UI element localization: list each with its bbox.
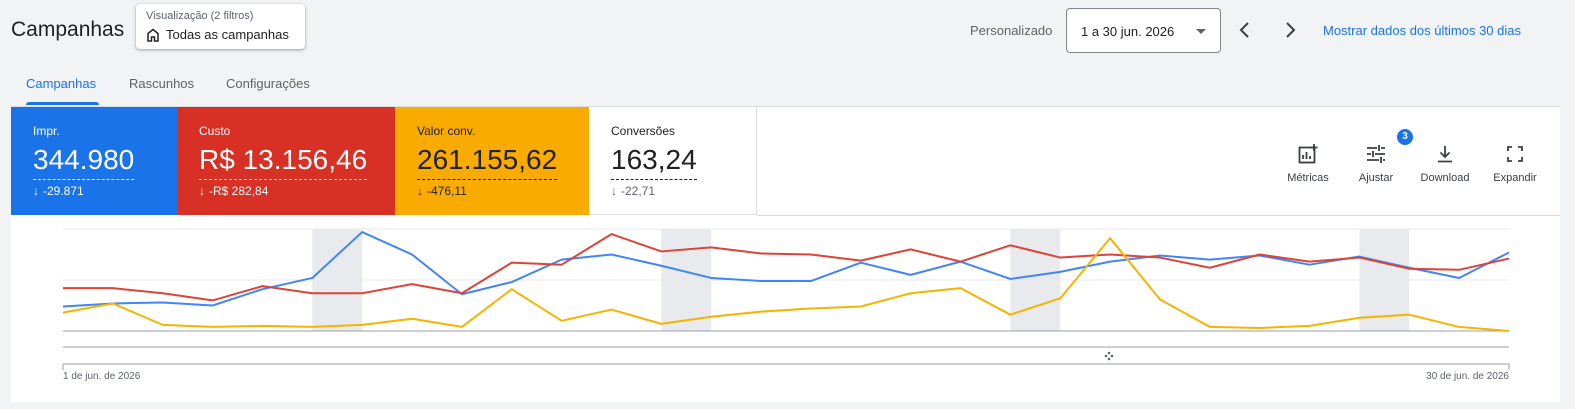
date-range-value: 1 a 30 jun. 2026 bbox=[1081, 24, 1175, 39]
adjust-button[interactable]: 3 Ajustar bbox=[1346, 129, 1413, 184]
metrics-button[interactable]: Métricas bbox=[1278, 142, 1338, 184]
metric-label: Impr. bbox=[33, 124, 60, 138]
expand-button[interactable]: Expandir bbox=[1485, 142, 1545, 184]
next-period-button[interactable] bbox=[1278, 18, 1302, 42]
tab-campanhas[interactable]: Campanhas bbox=[26, 76, 97, 91]
metric-delta: -29.871 bbox=[43, 184, 84, 198]
tab-configuracoes[interactable]: Configurações bbox=[226, 76, 310, 91]
view-filter-chip[interactable]: Visualização (2 filtros) Todas as campan… bbox=[136, 4, 305, 49]
filter-caption: Visualização (2 filtros) bbox=[146, 10, 254, 22]
x-axis-end-label: 30 de jun. de 2026 bbox=[1426, 371, 1509, 382]
metric-value: 344.980 bbox=[33, 142, 135, 180]
conv-value-series-line bbox=[62, 237, 1510, 332]
metric-value: 163,24 bbox=[611, 142, 697, 180]
metric-value: R$ 13.156,46 bbox=[199, 142, 368, 180]
filter-value: Todas as campanhas bbox=[166, 27, 289, 42]
date-range-select[interactable]: 1 a 30 jun. 2026 bbox=[1066, 8, 1221, 53]
arrow-down-icon: ↓ bbox=[611, 184, 617, 198]
metric-delta: -22,71 bbox=[621, 184, 656, 198]
expand-button-label: Expandir bbox=[1493, 172, 1537, 184]
performance-chart: 1 de jun. de 2026 30 de jun. de 2026 bbox=[62, 228, 1510, 382]
metric-card-conversions[interactable]: Conversões 163,24 ↓ -22,71 bbox=[589, 107, 757, 215]
download-icon bbox=[1438, 146, 1452, 163]
arrow-down-icon: ↓ bbox=[199, 184, 205, 198]
chevron-right-icon bbox=[1286, 22, 1296, 38]
top-bar: Campanhas Visualização (2 filtros) Todas… bbox=[0, 0, 1560, 62]
drag-handle-icon[interactable] bbox=[1104, 351, 1114, 361]
page-title: Campanhas bbox=[11, 18, 125, 41]
building-icon bbox=[147, 28, 159, 42]
divider bbox=[757, 215, 1560, 216]
show-last-30-days-link[interactable]: Mostrar dados dos últimos 30 dias bbox=[1323, 23, 1521, 38]
metrics-button-label: Métricas bbox=[1287, 172, 1329, 184]
x-axis-start-label: 1 de jun. de 2026 bbox=[63, 371, 141, 382]
chevron-left-icon bbox=[1239, 22, 1249, 38]
tune-icon bbox=[1367, 145, 1385, 163]
tab-bar: Campanhas Rascunhos Configurações bbox=[0, 62, 1560, 106]
add-chart-icon bbox=[1298, 144, 1318, 164]
cost-series-line bbox=[63, 233, 1510, 302]
metric-value: 261.155,62 bbox=[417, 142, 558, 180]
metric-label: Valor conv. bbox=[417, 124, 476, 138]
download-button-label: Download bbox=[1420, 172, 1470, 184]
metric-label: Custo bbox=[199, 124, 231, 138]
active-tab-indicator bbox=[26, 102, 99, 105]
arrow-down-icon: ↓ bbox=[33, 184, 39, 198]
dropdown-caret-icon bbox=[1196, 29, 1206, 34]
custom-range-label: Personalizado bbox=[970, 23, 1053, 38]
metric-card-cost[interactable]: Custo R$ 13.156,46 ↓ -R$ 282,84 bbox=[177, 107, 395, 215]
metric-label: Conversões bbox=[611, 124, 676, 138]
adjust-count-badge: 3 bbox=[1397, 129, 1413, 145]
fullscreen-icon bbox=[1507, 146, 1523, 162]
metric-delta: -476,11 bbox=[427, 184, 467, 198]
download-button[interactable]: Download bbox=[1415, 142, 1475, 184]
arrow-down-icon: ↓ bbox=[417, 184, 423, 198]
previous-period-button[interactable] bbox=[1233, 18, 1257, 42]
impressions-series-line bbox=[62, 231, 1510, 308]
metric-card-impressions[interactable]: Impr. 344.980 ↓ -29.871 bbox=[11, 107, 177, 215]
adjust-button-label: Ajustar bbox=[1358, 172, 1394, 184]
tab-rascunhos[interactable]: Rascunhos bbox=[129, 76, 195, 91]
metric-card-conv-value[interactable]: Valor conv. 261.155,62 ↓ -476,11 bbox=[395, 107, 589, 215]
performance-panel: Impr. 344.980 ↓ -29.871 Custo R$ 13.156,4… bbox=[11, 106, 1560, 402]
metric-delta: -R$ 282,84 bbox=[209, 184, 269, 198]
